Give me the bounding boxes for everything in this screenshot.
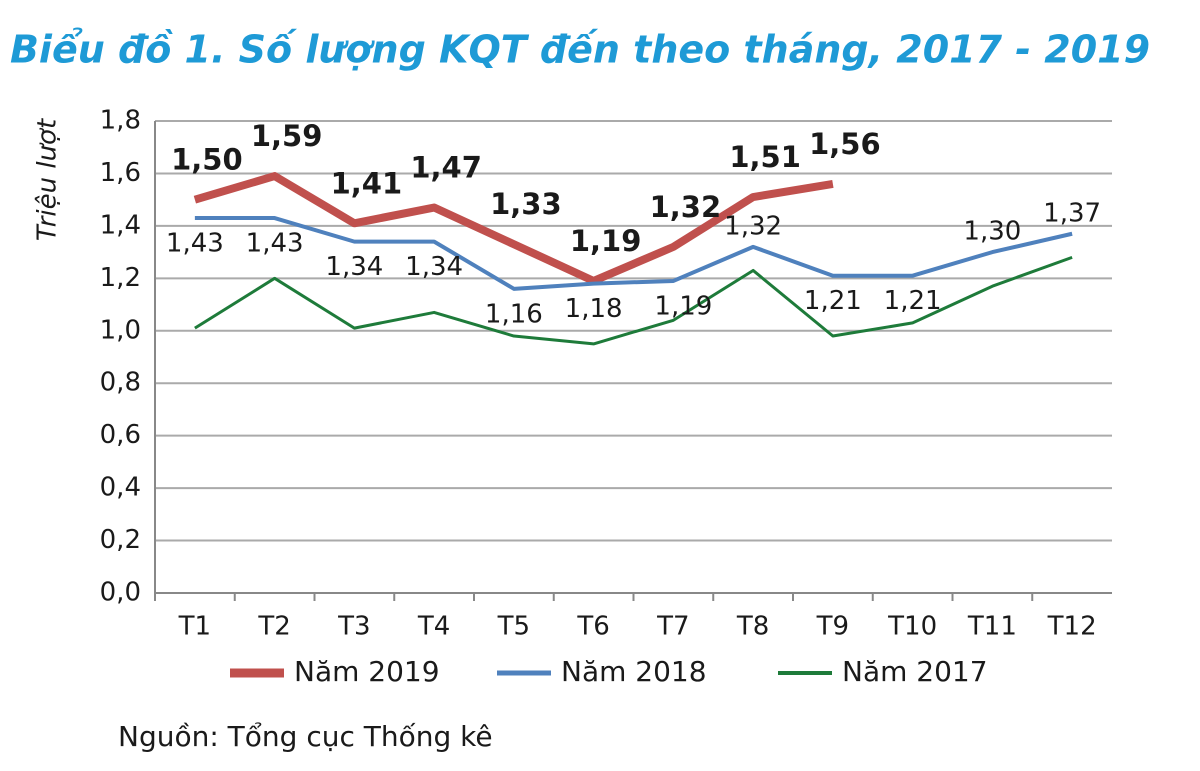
data-label: 1,51 (729, 140, 801, 174)
data-label: 1,37 (1043, 198, 1101, 228)
data-label: 1,33 (490, 187, 562, 221)
y-tick-label: 0,8 (100, 368, 141, 398)
legend-label: Năm 2018 (561, 655, 707, 688)
data-label: 1,43 (166, 229, 224, 259)
chart-title: Biểu đồ 1. Số lượng KQT đến theo tháng, … (10, 28, 1150, 72)
x-tick-label: T11 (967, 612, 1017, 642)
data-label: 1,32 (724, 211, 782, 241)
y-tick-label: 1,4 (100, 210, 141, 240)
y-axis-label: Triệu lượt (33, 118, 63, 241)
x-tick-label: T12 (1047, 612, 1097, 642)
data-label: 1,43 (246, 229, 304, 259)
y-tick-label: 1,8 (100, 106, 141, 136)
data-label: 1,34 (405, 252, 463, 282)
series-line (193, 172, 834, 285)
data-label: 1,30 (963, 217, 1021, 247)
data-label: 1,34 (325, 252, 383, 282)
data-label: 1,32 (650, 190, 722, 224)
legend-label: Năm 2017 (842, 655, 988, 688)
data-label: 1,19 (654, 291, 712, 321)
y-tick-label: 1,6 (100, 158, 141, 188)
data-label: 1,21 (804, 286, 862, 316)
data-label: 1,16 (485, 299, 543, 329)
y-tick-label: 0,0 (100, 578, 141, 608)
x-tick-label: T5 (497, 612, 530, 642)
legend-label: Năm 2019 (294, 655, 440, 688)
series-line (194, 255, 1073, 346)
x-tick-label: T10 (887, 612, 937, 642)
x-tick-label: T2 (257, 612, 290, 642)
x-tick-label: T6 (576, 612, 609, 642)
y-tick-label: 0,2 (100, 525, 141, 555)
data-label: 1,50 (171, 143, 243, 177)
series-line (194, 216, 1073, 291)
y-tick-label: 0,4 (100, 473, 141, 503)
x-tick-label: T8 (736, 612, 769, 642)
y-tick-label: 1,0 (100, 315, 141, 345)
x-tick-label: T4 (417, 612, 450, 642)
data-label: 1,59 (251, 119, 323, 153)
x-tick-label: T3 (337, 612, 370, 642)
data-label: 1,41 (331, 166, 403, 200)
source: Nguồn: Tổng cục Thống kê (118, 720, 493, 753)
data-label: 1,18 (565, 294, 623, 324)
data-label: 1,56 (809, 127, 881, 161)
data-label: 1,19 (570, 224, 642, 258)
data-label: 1,47 (410, 151, 482, 185)
x-tick-label: T7 (656, 612, 689, 642)
x-tick-label: T9 (816, 612, 849, 642)
y-tick-label: 0,6 (100, 420, 141, 450)
data-label: 1,21 (884, 286, 942, 316)
x-tick-label: T1 (178, 612, 211, 642)
y-tick-label: 1,2 (100, 263, 141, 293)
